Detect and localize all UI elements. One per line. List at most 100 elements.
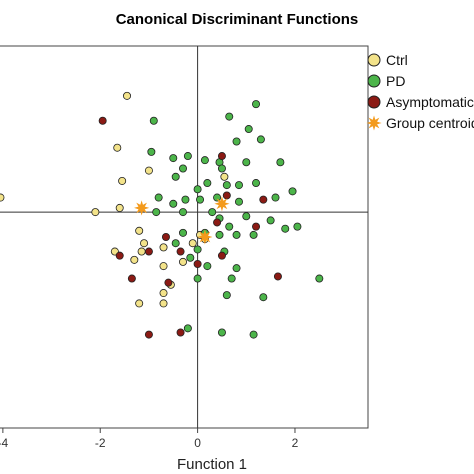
data-point (252, 179, 261, 188)
data-point (234, 197, 243, 206)
data-point (271, 193, 280, 202)
data-point (113, 143, 122, 152)
centroid-point (214, 196, 230, 212)
data-point (176, 247, 185, 256)
x-tick-label: 0 (194, 436, 201, 450)
x-axis-title: Function 1 (177, 456, 247, 473)
data-point (222, 191, 231, 200)
data-point (259, 293, 268, 302)
legend-label: Asymptomatic (386, 94, 474, 110)
data-point (183, 324, 192, 333)
centroid-point (134, 200, 150, 216)
data-point (118, 176, 127, 185)
data-point (98, 116, 107, 125)
data-point (252, 222, 261, 231)
data-point (242, 212, 251, 221)
data-point (140, 239, 149, 248)
data-point (196, 195, 205, 204)
data-point (183, 152, 192, 161)
data-point (293, 222, 302, 231)
x-axis-ticks: -4 -2 0 2 (0, 428, 299, 450)
data-point (144, 330, 153, 339)
data-point (188, 239, 197, 248)
data-point (159, 299, 168, 308)
data-point (171, 172, 180, 181)
data-point (159, 262, 168, 271)
data-point (178, 208, 187, 217)
data-point (115, 203, 124, 212)
data-point (193, 185, 202, 194)
legend-circle-icon (367, 74, 381, 88)
data-point (213, 193, 222, 202)
data-point (0, 193, 5, 202)
data-point (186, 253, 195, 262)
data-point (208, 208, 217, 217)
x-tick-label: -4 (0, 436, 9, 450)
data-point (130, 255, 139, 264)
legend-circle-icon (367, 95, 381, 109)
data-point (266, 216, 275, 225)
series-group-centroid (134, 196, 230, 245)
data-point (178, 164, 187, 173)
data-point (281, 224, 290, 233)
data-point (171, 239, 180, 248)
x-tick-label: -2 (95, 436, 106, 450)
data-point (178, 257, 187, 266)
series-pd (147, 100, 324, 339)
data-point (225, 112, 234, 121)
data-point (222, 291, 231, 300)
series-asymptomatic (98, 116, 282, 339)
data-point (193, 245, 202, 254)
data-point (220, 172, 229, 181)
data-point (203, 262, 212, 271)
data-point (234, 181, 243, 190)
data-point (217, 164, 226, 173)
data-point (217, 152, 226, 161)
legend-circle-icon (367, 53, 381, 67)
data-point (193, 274, 202, 283)
data-point (276, 158, 285, 167)
data-point (222, 181, 231, 190)
data-point (159, 243, 168, 252)
data-point (123, 91, 132, 100)
data-point (200, 156, 209, 165)
data-point (169, 154, 178, 163)
data-point (273, 272, 282, 281)
data-point (232, 137, 241, 146)
data-point (164, 278, 173, 287)
data-point (193, 259, 202, 268)
data-point (135, 226, 144, 235)
data-point (244, 125, 253, 134)
x-tick-label: 2 (292, 436, 299, 450)
data-point (169, 199, 178, 208)
data-point (154, 193, 163, 202)
legend-label: PD (386, 73, 405, 89)
data-point (144, 166, 153, 175)
data-point (115, 251, 124, 260)
legend-item: PD (367, 73, 405, 89)
data-point (256, 135, 265, 144)
data-point (249, 230, 258, 239)
data-point (178, 228, 187, 237)
data-point (147, 147, 156, 156)
plot-frame (0, 45, 369, 429)
data-point (242, 158, 251, 167)
data-point (217, 328, 226, 337)
centroid-point (197, 229, 213, 245)
data-point (91, 208, 100, 217)
data-point (288, 187, 297, 196)
data-point (227, 274, 236, 283)
legend-label: Group centroid (386, 115, 474, 131)
plot-area (0, 45, 369, 429)
data-point (127, 274, 136, 283)
legend-label: Ctrl (386, 52, 408, 68)
data-point (159, 289, 168, 298)
series-ctrl (0, 91, 229, 308)
data-point (259, 195, 268, 204)
data-point (225, 222, 234, 231)
data-point (232, 230, 241, 239)
legend: Ctrl PD Asymptomatic Group centroid (366, 52, 474, 131)
legend-star-icon (366, 115, 382, 131)
legend-item: Asymptomatic (367, 94, 474, 110)
data-point (252, 100, 261, 109)
